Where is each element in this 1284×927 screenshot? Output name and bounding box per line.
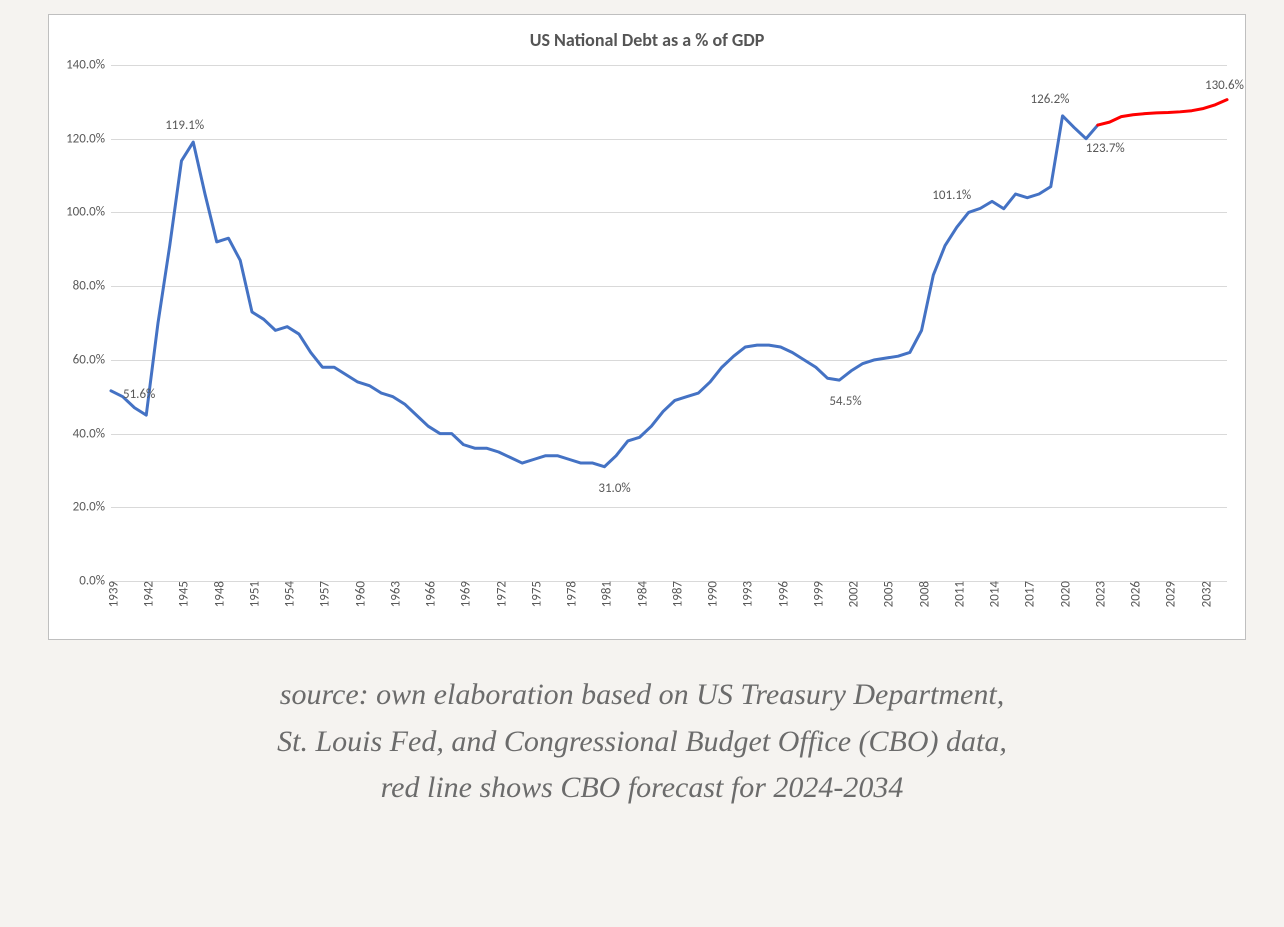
source-caption: source: own elaboration based on US Trea… <box>0 672 1284 812</box>
series-svg <box>111 65 1227 581</box>
x-tick-label: 2023 <box>1087 581 1108 607</box>
x-tick-label: 1993 <box>735 581 756 607</box>
x-tick-label: 2014 <box>982 581 1003 607</box>
x-tick-label: 1996 <box>770 581 791 607</box>
x-tick-label: 1975 <box>523 581 544 607</box>
data-label: 119.1% <box>165 118 204 133</box>
chart-title: US National Debt as a % of GDP <box>49 29 1245 51</box>
x-tick-label: 1969 <box>453 581 474 607</box>
x-tick-label: 1942 <box>136 581 157 607</box>
x-tick-label: 2017 <box>1017 581 1038 607</box>
chart-container: US National Debt as a % of GDP 0.0%20.0%… <box>48 14 1246 640</box>
x-tick-label: 1972 <box>488 581 509 607</box>
x-tick-label: 2029 <box>1158 581 1179 607</box>
data-label: 54.5% <box>829 394 861 409</box>
data-label: 101.1% <box>932 188 971 203</box>
y-tick-label: 140.0% <box>66 58 111 73</box>
x-tick-label: 1951 <box>241 581 262 607</box>
x-tick-label: 2008 <box>911 581 932 607</box>
x-tick-label: 1960 <box>347 581 368 607</box>
x-tick-label: 1954 <box>277 581 298 607</box>
x-tick-label: 1963 <box>382 581 403 607</box>
y-tick-label: 100.0% <box>66 205 111 220</box>
x-tick-label: 1987 <box>664 581 685 607</box>
data-label: 123.7% <box>1086 141 1125 156</box>
x-tick-label: 1939 <box>101 581 122 607</box>
x-tick-label: 2005 <box>876 581 897 607</box>
x-tick-label: 1966 <box>418 581 439 607</box>
x-tick-label: 1990 <box>700 581 721 607</box>
x-tick-label: 1945 <box>171 581 192 607</box>
x-tick-label: 1981 <box>594 581 615 607</box>
page-root: US National Debt as a % of GDP 0.0%20.0%… <box>0 0 1284 927</box>
data-label: 126.2% <box>1031 92 1070 107</box>
x-tick-label: 2032 <box>1193 581 1214 607</box>
x-tick-label: 1984 <box>629 581 650 607</box>
series-historical <box>111 116 1098 467</box>
x-tick-label: 1957 <box>312 581 333 607</box>
data-label: 51.6% <box>123 387 155 402</box>
data-label: 130.6% <box>1205 78 1244 93</box>
x-tick-label: 1999 <box>805 581 826 607</box>
y-tick-label: 80.0% <box>73 279 111 294</box>
x-tick-label: 1948 <box>206 581 227 607</box>
x-tick-label: 1978 <box>559 581 580 607</box>
y-tick-label: 40.0% <box>73 426 111 441</box>
y-tick-label: 120.0% <box>66 131 111 146</box>
x-tick-label: 2020 <box>1052 581 1073 607</box>
y-tick-label: 20.0% <box>73 500 111 515</box>
x-tick-label: 2026 <box>1123 581 1144 607</box>
y-tick-label: 60.0% <box>73 352 111 367</box>
x-tick-label: 2011 <box>946 581 967 607</box>
series-cbo_forecast <box>1098 100 1227 125</box>
x-tick-label: 2002 <box>841 581 862 607</box>
data-label: 31.0% <box>598 481 630 496</box>
plot-area: 0.0%20.0%40.0%60.0%80.0%100.0%120.0%140.… <box>111 65 1227 581</box>
